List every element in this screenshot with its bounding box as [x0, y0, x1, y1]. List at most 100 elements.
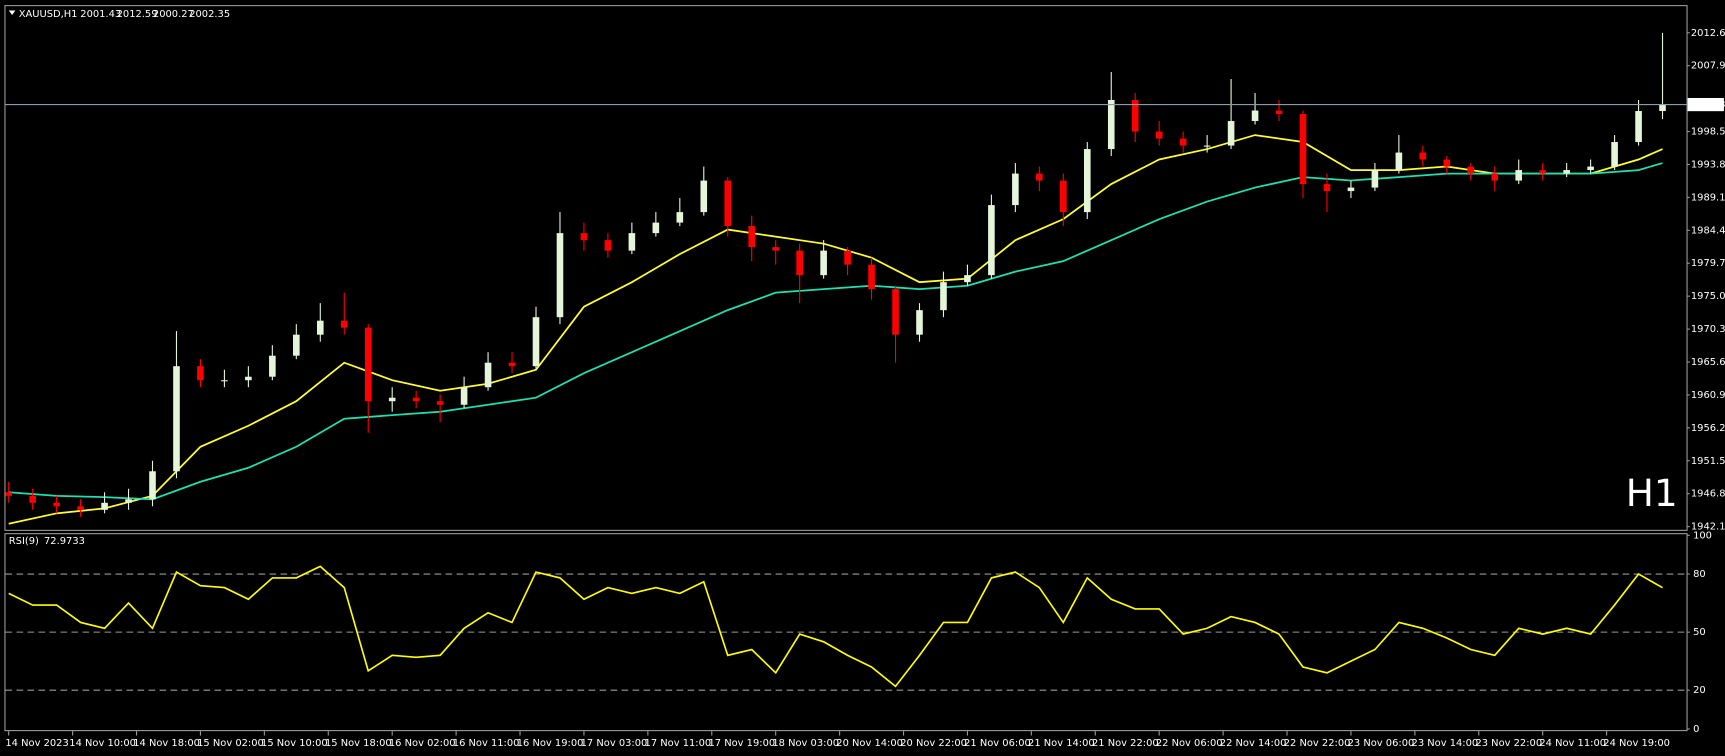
x-tick-label: 22 Nov 22:00: [1284, 738, 1351, 749]
candle-body: [340, 320, 348, 328]
candle-body: [1611, 142, 1618, 167]
candle-body: [1299, 114, 1307, 185]
candle-body: [1060, 180, 1067, 213]
x-tick-label: 21 Nov 06:00: [964, 738, 1031, 749]
candle-body: [1107, 100, 1115, 150]
candle-body: [1467, 166, 1475, 174]
x-tick-label: 23 Nov 06:00: [1348, 738, 1415, 749]
candle-body: [724, 180, 732, 227]
candle-body: [844, 250, 851, 265]
y-tick-label: 80: [1693, 569, 1706, 580]
y-tick-label: 1984.40: [1691, 225, 1725, 236]
price-panel-frame: [4, 5, 1688, 531]
candle-body: [364, 327, 372, 402]
y-tick-label: 1956.20: [1691, 423, 1725, 434]
header-close: 2002.35: [189, 9, 230, 20]
x-tick-label: 20 Nov 22:00: [900, 738, 967, 749]
candle-body: [700, 180, 708, 213]
candle-body: [1155, 131, 1163, 139]
candle-body: [604, 240, 612, 251]
candle-body: [892, 289, 899, 335]
candle-body: [796, 250, 803, 276]
candle-body: [1012, 173, 1019, 206]
candle-body: [245, 376, 252, 381]
candle-body: [101, 502, 108, 510]
rsi-title: RSI(9): [9, 536, 39, 547]
x-tick-label: 18 Nov 03:00: [772, 738, 839, 749]
y-tick-label: 1993.80: [1691, 159, 1725, 170]
menu-arrow[interactable]: [8, 10, 16, 15]
y-tick-label: 1951.50: [1691, 456, 1725, 467]
y-tick-label: 1998.50: [1691, 127, 1725, 138]
candle-body: [916, 310, 923, 335]
candle-body: [1371, 170, 1379, 188]
candle-body: [964, 275, 971, 283]
candle-body: [1635, 111, 1642, 143]
candle-body: [1539, 170, 1546, 174]
x-tick-label: 15 Nov 18:00: [325, 738, 392, 749]
candle-body: [1227, 121, 1235, 146]
y-tick-label: 1975.00: [1691, 291, 1725, 302]
candle-body: [580, 233, 588, 241]
header-open: 2001.43: [80, 9, 121, 20]
candle-body: [988, 205, 995, 276]
x-tick-label: 17 Nov 11:00: [645, 738, 712, 749]
y-tick-label: 1970.30: [1691, 324, 1725, 335]
candle-body: [556, 233, 564, 318]
candle-body: [1587, 166, 1594, 171]
candle-body: [1347, 187, 1355, 192]
candle-body: [1323, 184, 1331, 192]
x-tick-label: 14 Nov 10:00: [69, 738, 136, 749]
x-tick-label: 16 Nov 19:00: [517, 738, 584, 749]
x-tick-label: 14 Nov 2023: [5, 738, 68, 749]
candle-body: [221, 380, 228, 382]
y-tick-label: 1979.70: [1691, 258, 1725, 269]
current-price-label: 2002.35: [1691, 100, 1725, 111]
y-tick-label: 1989.10: [1691, 192, 1725, 203]
candle-body: [77, 506, 84, 510]
candle-body: [1275, 110, 1283, 115]
candle-body: [1203, 145, 1211, 147]
candle-body: [1251, 110, 1259, 122]
y-tick-label: 1960.90: [1691, 390, 1725, 401]
x-tick-label: 16 Nov 11:00: [453, 738, 520, 749]
candle-body: [676, 212, 684, 223]
x-tick-label: 17 Nov 03:00: [581, 738, 648, 749]
candle-body: [940, 282, 947, 311]
rsi-line: [8, 565, 1663, 688]
candle-body: [1491, 173, 1499, 181]
candle-body: [1515, 170, 1523, 181]
y-tick-label: 50: [1693, 627, 1706, 638]
timeframe-watermark: H1: [1626, 471, 1678, 515]
candle-body: [197, 366, 204, 381]
candle-body: [29, 495, 36, 503]
candle-body: [1563, 170, 1570, 174]
candle-body: [173, 366, 180, 472]
symbol-title: XAUUSD,H1: [19, 9, 78, 20]
candle-body: [1395, 152, 1403, 171]
header-high: 2012.59: [117, 9, 158, 20]
y-tick-label: 20: [1693, 685, 1706, 696]
candle-body: [532, 317, 540, 367]
candle-body: [652, 222, 660, 234]
candle-body: [1659, 104, 1666, 112]
candle-body: [53, 502, 60, 507]
x-tick-label: 23 Nov 14:00: [1412, 738, 1479, 749]
candle-body: [748, 226, 756, 248]
candle-body: [1083, 149, 1091, 213]
y-tick-label: 1946.80: [1691, 489, 1725, 500]
candle-body: [628, 233, 636, 251]
x-tick-label: 15 Nov 10:00: [261, 738, 328, 749]
x-tick-label: 20 Nov 14:00: [836, 738, 903, 749]
candle-body: [316, 320, 324, 335]
x-tick-label: 15 Nov 02:00: [197, 738, 264, 749]
y-tick-label: 2012.60: [1691, 28, 1725, 39]
x-tick-label: 22 Nov 06:00: [1156, 738, 1223, 749]
candle-body: [484, 362, 492, 388]
y-tick-label: 2007.90: [1691, 61, 1725, 72]
rsi-current-value: 72.9733: [44, 536, 85, 547]
x-tick-label: 16 Nov 02:00: [389, 738, 456, 749]
